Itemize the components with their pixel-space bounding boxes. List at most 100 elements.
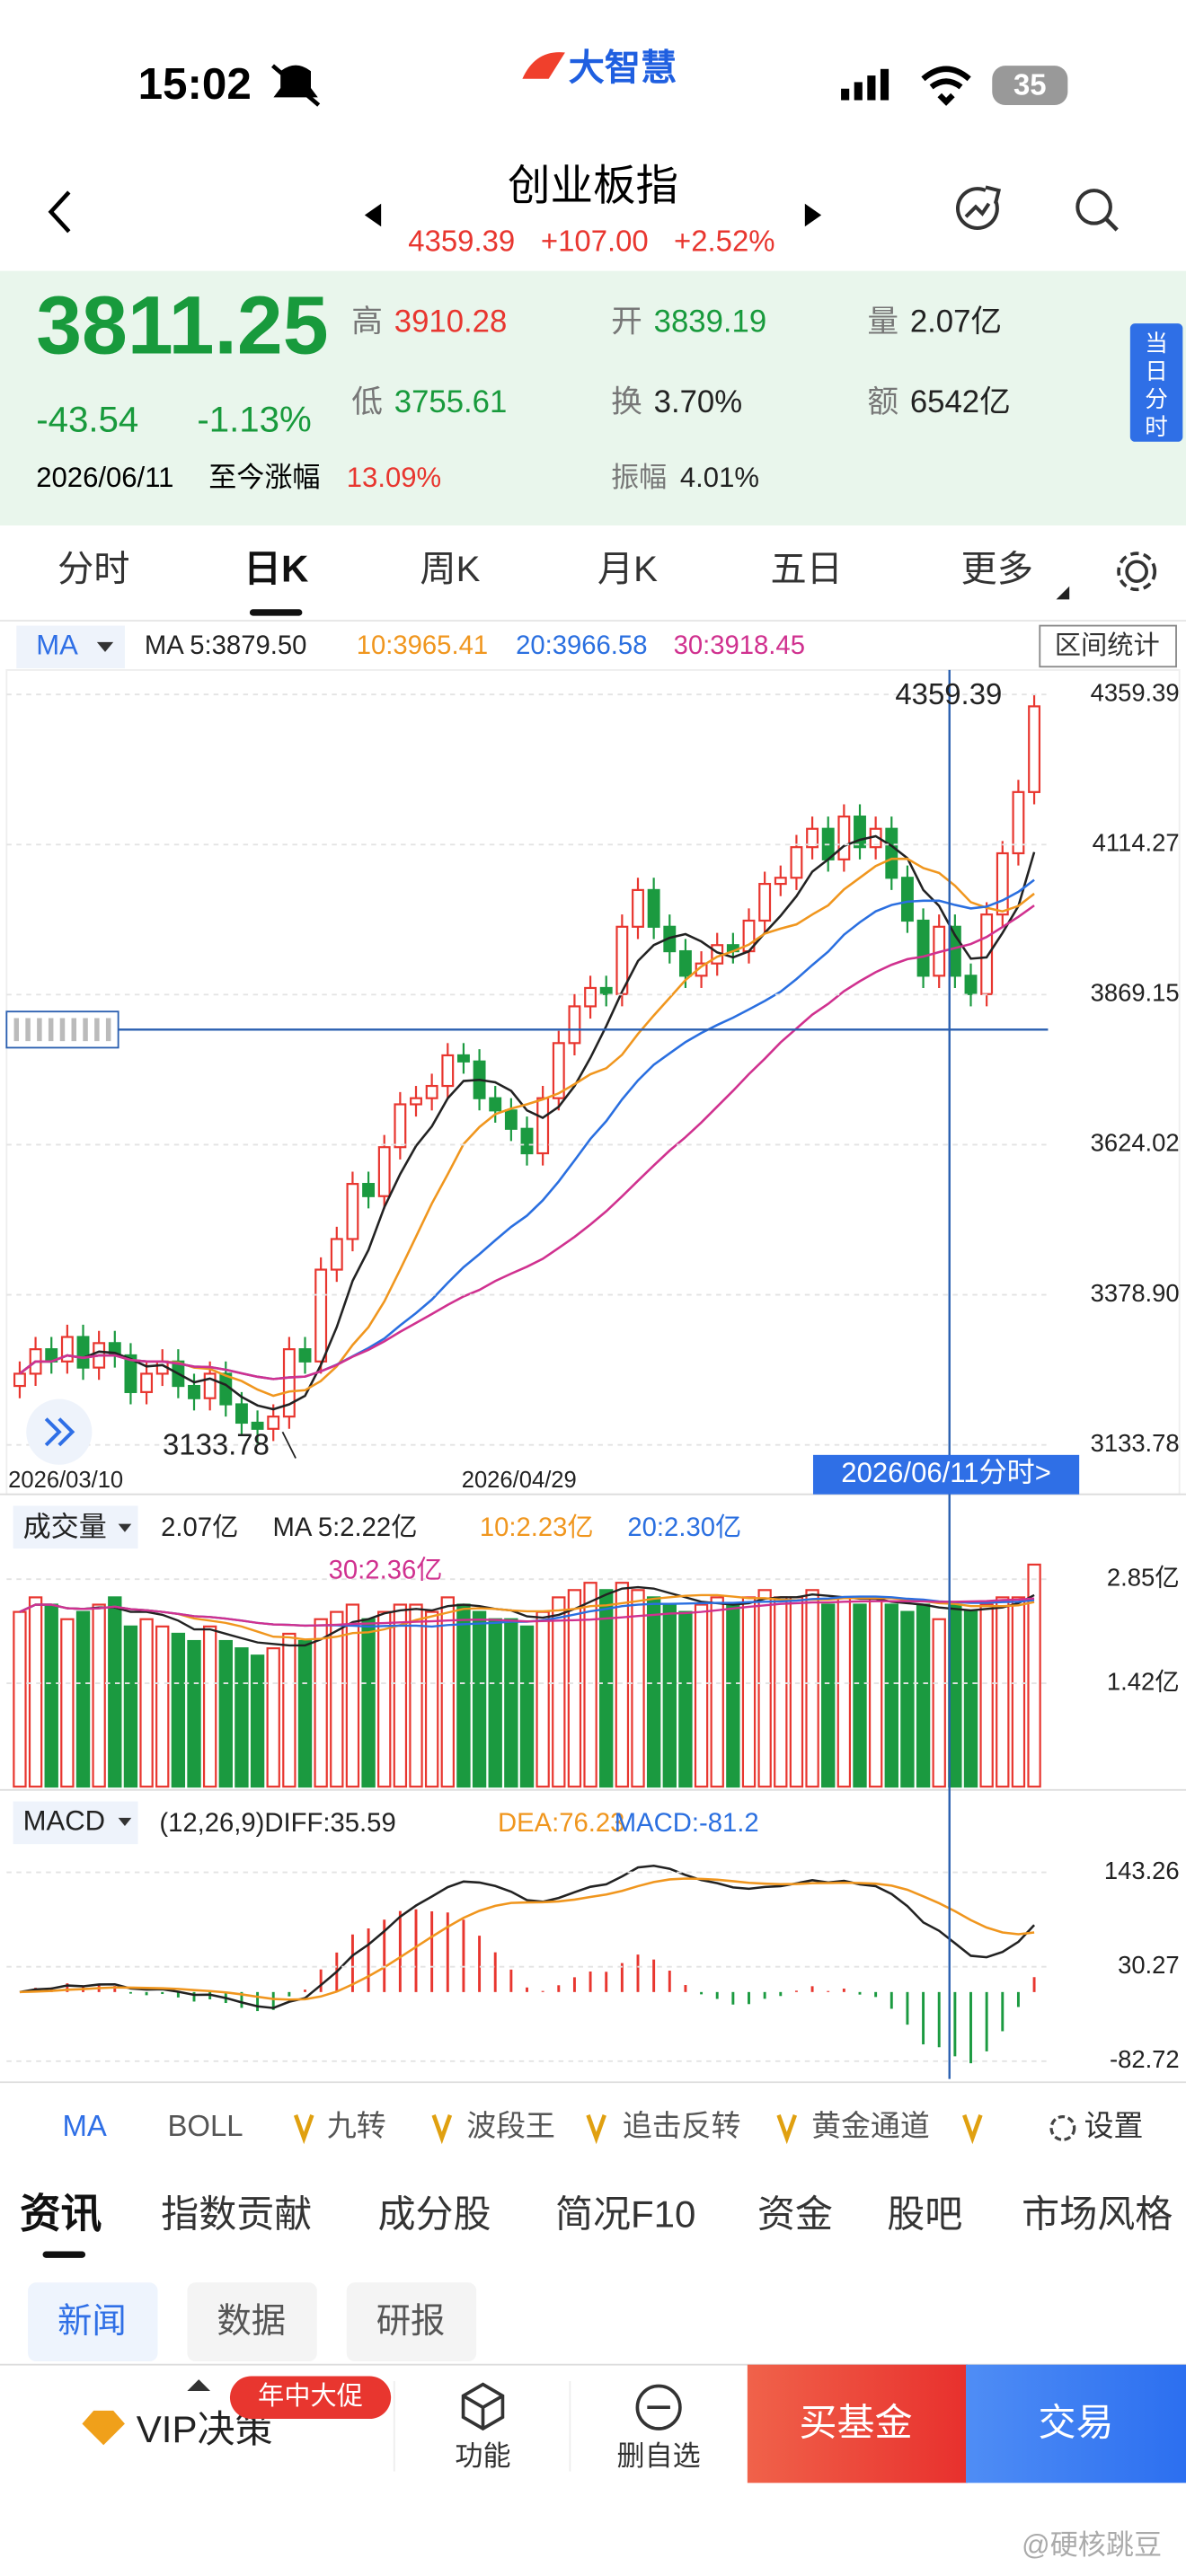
indicator-tab-active[interactable]: MA	[62, 2109, 106, 2142]
volume-bar	[377, 1610, 392, 1788]
volume-bar	[123, 1625, 138, 1788]
candle-body	[60, 1336, 74, 1363]
candle-body	[441, 1054, 455, 1088]
candle-body	[456, 1054, 470, 1063]
candle-body	[584, 986, 597, 1008]
info-tab-active[interactable]: 资讯	[20, 2191, 102, 2236]
chip[interactable]	[346, 2282, 477, 2362]
volume-bar	[519, 1625, 535, 1788]
candle-body	[76, 1336, 90, 1369]
volume-selector[interactable]	[13, 1505, 138, 1549]
volume-bar	[13, 1610, 27, 1788]
info-tab[interactable]: 股吧	[887, 2192, 962, 2235]
indicator-tab[interactable]: 九转	[327, 2109, 386, 2142]
indicator-tab[interactable]: 追击反转	[623, 2109, 741, 2142]
ma10-legend: 10:3965.41	[357, 631, 488, 660]
vip-mark	[293, 2114, 983, 2145]
volume-bar	[202, 1625, 217, 1788]
candle-body	[282, 1348, 296, 1418]
period-tab[interactable]: 周K	[420, 549, 480, 589]
volume-bar	[979, 1603, 994, 1788]
macd-selector[interactable]	[13, 1801, 138, 1845]
field-value: 6542亿	[910, 384, 1011, 419]
next-button[interactable]	[804, 203, 822, 227]
info-tab[interactable]: 资金	[757, 2192, 833, 2235]
refresh-button[interactable]	[956, 185, 1002, 230]
trade-label: 交易	[1038, 2401, 1113, 2443]
volume-bar	[60, 1618, 75, 1788]
cursor-date-button[interactable]	[812, 1454, 1080, 1495]
indicator-tab[interactable]: BOLL	[167, 2109, 243, 2142]
candle-body	[410, 1097, 422, 1106]
volume-ma20: 20:2.30亿	[627, 1513, 741, 1542]
field-label: 低	[351, 385, 383, 419]
info-tab[interactable]: 成分股	[377, 2192, 491, 2235]
period-tab[interactable]: 分时	[58, 549, 129, 589]
period-tab[interactable]: 更多	[961, 549, 1033, 589]
range-stats-label: 区间统计	[1055, 631, 1160, 660]
volume-bar	[963, 1610, 978, 1788]
intraday-button[interactable]	[1129, 323, 1183, 442]
range-stats-button[interactable]	[1039, 624, 1177, 668]
intraday-button-label: 当日分时	[1145, 331, 1168, 440]
volume-bar	[108, 1596, 122, 1788]
volume-bar	[1027, 1563, 1041, 1788]
field-value: 4.01%	[680, 462, 759, 493]
indicator-settings[interactable]: 设置	[1084, 2109, 1144, 2142]
remove-button[interactable]: 删自选	[617, 2440, 701, 2472]
dropdown-arrow	[118, 1817, 132, 1827]
info-tab[interactable]: 简况F10	[555, 2192, 696, 2235]
status-time: 15:02	[138, 59, 252, 109]
volume-bar	[424, 1610, 439, 1788]
expand-arrow	[187, 2379, 211, 2391]
volume-bar	[900, 1610, 915, 1788]
period-tab[interactable]: 月K	[597, 549, 658, 589]
candle-body	[203, 1372, 217, 1399]
volume-bar	[250, 1654, 265, 1788]
volume-bar	[235, 1647, 249, 1788]
diff-line	[19, 1864, 1036, 2009]
volume-bar	[440, 1596, 455, 1788]
chip-active[interactable]	[28, 2282, 158, 2362]
volume-bar	[884, 1603, 898, 1788]
logo-icon	[522, 52, 565, 79]
quote-percent: -1.13%	[197, 399, 311, 439]
volume-bar	[599, 1589, 614, 1788]
candle-body	[314, 1268, 328, 1363]
volume-bar	[710, 1596, 724, 1788]
promo-badge	[229, 2376, 392, 2420]
indicator-tab[interactable]: 黄金通道	[811, 2109, 930, 2142]
period-tab[interactable]: 五日	[770, 549, 842, 589]
field-label: 高	[351, 304, 383, 339]
info-tab[interactable]: 指数贡献	[161, 2192, 312, 2235]
buy-fund-button[interactable]	[747, 2364, 968, 2483]
app-logo: 大智慧	[569, 48, 677, 88]
vip-icon	[82, 2410, 125, 2446]
trade-button[interactable]	[966, 2364, 1186, 2483]
back-button[interactable]	[48, 190, 71, 234]
candle-body	[235, 1403, 248, 1425]
volume-bar	[615, 1582, 630, 1788]
candle-body	[298, 1348, 312, 1363]
volume-bar	[456, 1603, 471, 1788]
volume-bar	[932, 1618, 946, 1788]
volume-bar	[853, 1603, 867, 1788]
period-tab-active[interactable]: 日K	[243, 547, 308, 589]
chip[interactable]	[187, 2282, 317, 2362]
candle-body	[980, 913, 994, 995]
prev-button[interactable]	[364, 203, 382, 227]
field-value: 3910.28	[394, 304, 507, 339]
candle-body	[1028, 705, 1041, 793]
volume-bar	[821, 1603, 836, 1788]
settings-area	[1031, 2102, 1186, 2155]
info-tab[interactable]: 市场风格	[1022, 2192, 1173, 2235]
indicator-tab[interactable]: 波段王	[466, 2109, 555, 2142]
volume-bar	[171, 1632, 186, 1788]
candle-body	[552, 1042, 565, 1099]
settings-button[interactable]	[1117, 551, 1157, 592]
chip-label: 新闻	[58, 2302, 127, 2341]
function-button[interactable]: 功能	[455, 2440, 510, 2472]
search-button[interactable]	[1075, 189, 1119, 232]
volume-bar	[92, 1603, 106, 1788]
